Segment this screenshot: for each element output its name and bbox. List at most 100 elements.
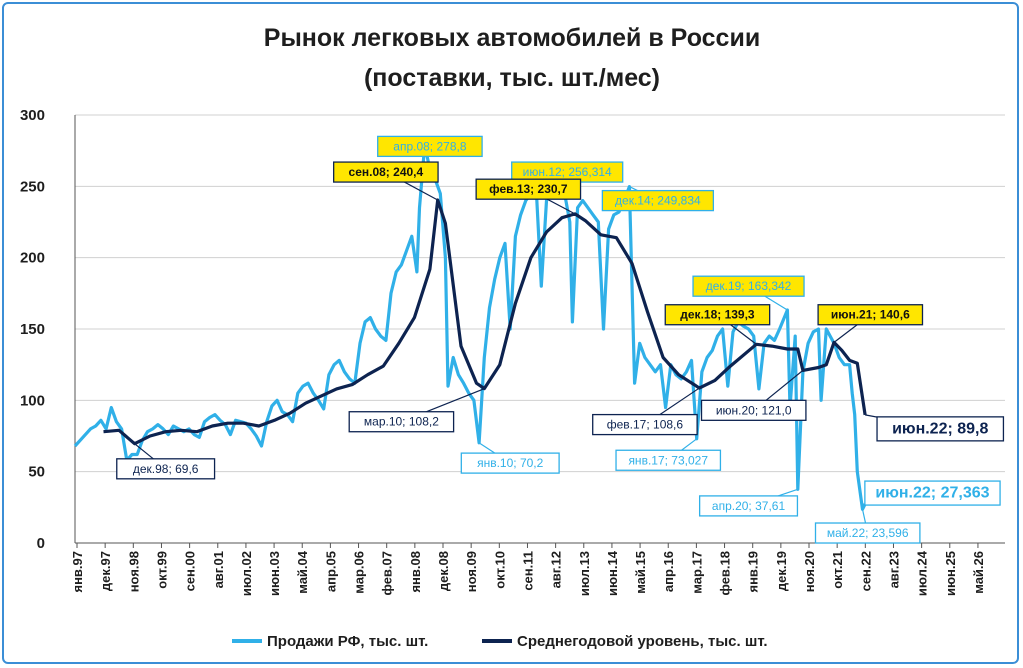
annotation-box [698, 495, 799, 517]
y-tick-label: 150 [20, 321, 45, 338]
x-tick-label: дек.19 [774, 551, 789, 591]
x-tick-label: июн.25 [943, 551, 958, 596]
axes [74, 115, 979, 548]
annotation-callout: апр.08; 278,8 [377, 135, 483, 158]
chart-title-line2: (поставки, тыс. шт./мес) [364, 64, 660, 92]
x-tick-label: мар.06 [352, 551, 367, 594]
annotation-box [348, 411, 455, 433]
y-tick-label: 100 [20, 392, 45, 409]
annotation-box [377, 135, 483, 158]
annotation-text: фев.13; 230,7 [489, 182, 568, 196]
annotation-text: июн.22; 27,363 [875, 485, 989, 502]
y-tick-label: 200 [20, 250, 45, 267]
annotation-callout: июн.21; 140,6 [817, 304, 924, 343]
annotation-text: дек.98; 69,6 [133, 462, 199, 476]
x-tick-label: сен.00 [183, 551, 198, 591]
x-tick-label: окт.21 [830, 551, 845, 589]
annotation-text: янв.17; 73,027 [628, 453, 708, 467]
annotation-text: дек.14; 249,834 [615, 194, 701, 208]
x-tick-label: дек.97 [98, 551, 113, 591]
x-tick-label: янв.19 [746, 551, 761, 593]
annotation-box [664, 304, 771, 326]
annotation-callout: июн.22; 27,363 [864, 480, 1001, 506]
x-tick-label: сен.11 [520, 551, 535, 591]
legend: Продажи РФ, тыс. шт. Среднегодовой урове… [232, 633, 768, 650]
x-tick-label: ноя.09 [464, 551, 479, 592]
x-tick-label: фев.07 [380, 551, 395, 596]
annotation-box [460, 452, 560, 474]
annotation-text: июн.22; 89,8 [892, 420, 988, 437]
x-tick-label: сен.22 [858, 551, 873, 591]
annotation-text: май.22; 23,596 [827, 526, 909, 540]
annotation-callout: апр.20; 37,61 [698, 488, 799, 517]
x-tick-label: янв.97 [70, 551, 85, 593]
y-tick-label: 0 [37, 535, 45, 552]
y-tick-labels: 0 50 100 150 200 250 300 [20, 107, 45, 552]
legend-label-sales: Продажи РФ, тыс. шт. [267, 633, 428, 650]
series-sales-line [73, 143, 867, 511]
chart-title-line1: Рынок легковых автомобилей в России [264, 24, 760, 52]
annotation-text: июн.20; 121,0 [716, 403, 792, 417]
annotation-callout: июн.12; 256,314 [511, 161, 624, 183]
annotation-box [333, 161, 439, 183]
x-tick-label: ноя.20 [802, 551, 817, 592]
annotation-box [814, 522, 921, 544]
x-tick-label: окт.10 [492, 551, 507, 589]
annotation-callout: дек.98; 69,6 [116, 443, 216, 480]
x-tick-label: дек.08 [436, 551, 451, 591]
x-tick-label: авг.23 [886, 551, 901, 588]
annotation-text: дек.19; 163,342 [706, 279, 792, 293]
legend-label-average: Среднегодовой уровень, тыс. шт. [517, 633, 768, 650]
annotation-callout: сен.08; 240,4 [333, 161, 439, 201]
x-tick-label: июл.13 [577, 551, 592, 596]
annotation-text: апр.20; 37,61 [712, 499, 786, 513]
series-average-line [103, 198, 867, 446]
annotation-text: июн.21; 140,6 [831, 308, 910, 322]
x-tick-label: май.26 [971, 551, 986, 594]
x-tick-label: апр.05 [323, 551, 338, 592]
annotation-box [601, 189, 715, 212]
x-tick-label: мар.17 [689, 551, 704, 594]
annotation-callout: июн.20; 121,0 [700, 369, 807, 421]
y-tick-label: 250 [20, 178, 45, 195]
annotation-callout: фев.17; 108,6 [592, 387, 700, 436]
x-tick-label: авг.01 [211, 551, 226, 588]
x-tick-label: янв.08 [408, 551, 423, 593]
x-tick-label: апр.16 [661, 551, 676, 592]
x-tick-label: авг.12 [549, 551, 564, 588]
y-tick-label: 50 [28, 464, 45, 481]
annotation-text: мар.10; 108,2 [364, 415, 439, 429]
annotation-box [864, 480, 1001, 506]
annotation-text: июн.12; 256,314 [523, 165, 612, 179]
x-tick-label: фев.18 [718, 551, 733, 596]
annotation-box [116, 458, 216, 480]
annotation-text: фев.17; 108,6 [607, 418, 684, 432]
annotation-box [700, 399, 807, 421]
annotation-callout: дек.19; 163,342 [692, 275, 805, 311]
annotation-box [876, 416, 1005, 442]
x-tick-label: май.15 [633, 551, 648, 594]
x-tick-label: окт.99 [154, 551, 169, 589]
annotation-callout: май.22; 23,596 [814, 509, 921, 544]
y-tick-label: 300 [20, 107, 45, 124]
annotation-box [615, 449, 722, 471]
x-tick-label: июл.24 [915, 550, 930, 596]
x-tick-label: май.04 [295, 550, 310, 594]
annotation-text: дек.18; 139,3 [680, 308, 755, 322]
annotation-callout: янв.17; 73,027 [615, 438, 722, 471]
annotation-callout: июн.22; 89,8 [865, 414, 1005, 442]
annotation-box [817, 304, 924, 326]
annotations: апр.08; 278,8 июн.12; 256,314 дек.14; 249,… [116, 135, 1005, 544]
annotation-text: сен.08; 240,4 [349, 165, 424, 179]
x-tick-label: июл.02 [239, 551, 254, 596]
annotation-callout: фев.13; 230,7 [475, 178, 582, 215]
series-group [73, 143, 867, 511]
x-tick-labels: янв.97 дек.97 ноя.98 окт.99 сен.00 авг.01 июл.… [70, 550, 986, 596]
annotation-text: янв.10; 70,2 [477, 456, 544, 470]
annotation-callout: мар.10; 108,2 [348, 388, 485, 433]
x-tick-label: июн.03 [267, 551, 282, 596]
annotation-callout: дек.18; 139,3 [664, 304, 771, 345]
annotation-box [475, 178, 582, 200]
